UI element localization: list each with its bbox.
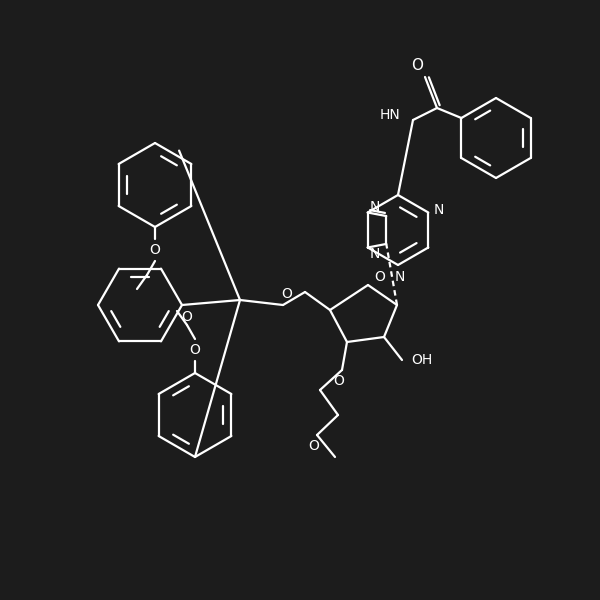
Text: HN: HN [380,108,400,122]
Text: O: O [281,287,292,301]
Text: N: N [434,203,445,217]
Text: OH: OH [412,353,433,367]
Text: O: O [374,270,385,284]
Text: O: O [308,439,319,453]
Text: N: N [395,270,405,284]
Text: N: N [370,247,380,261]
Text: O: O [334,374,344,388]
Text: N: N [370,200,380,214]
Text: O: O [411,58,423,73]
Text: O: O [190,343,200,357]
Text: O: O [149,243,160,257]
Text: O: O [182,310,193,324]
